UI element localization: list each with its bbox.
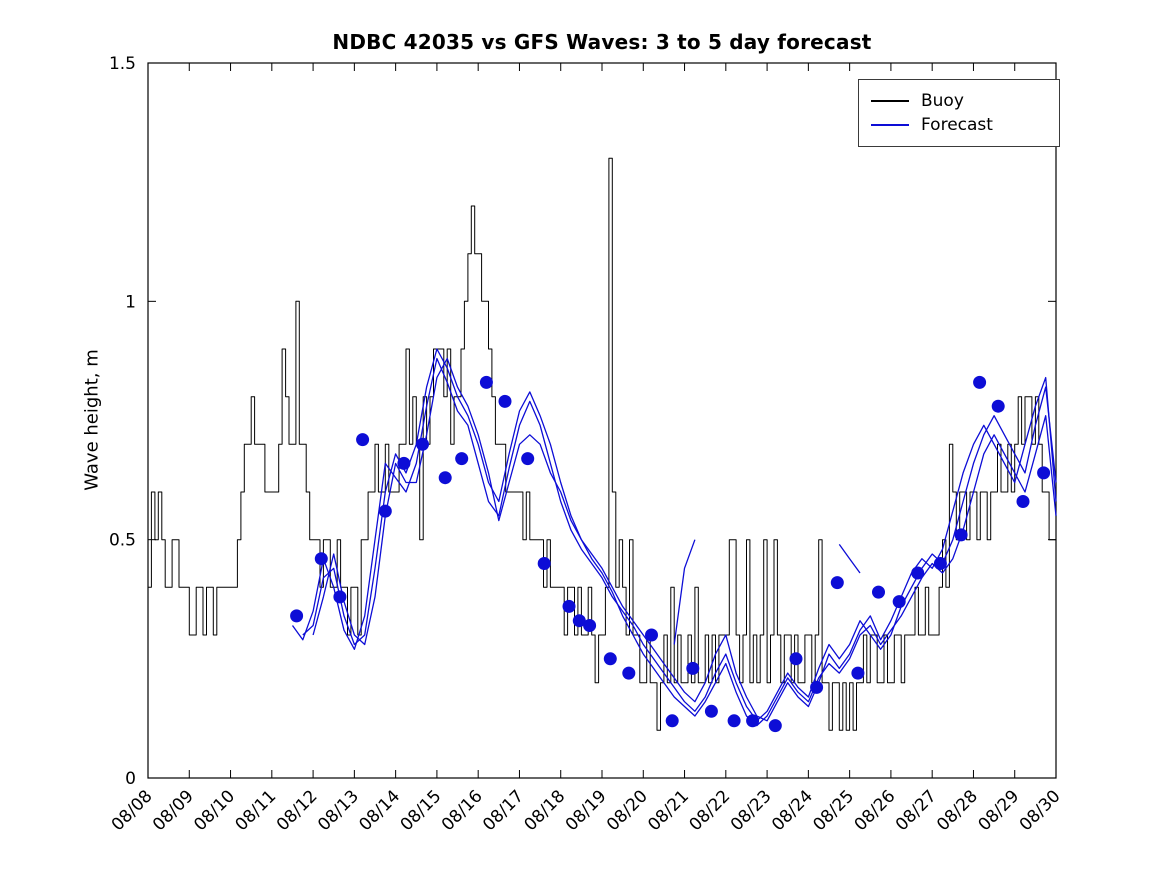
- forecast-marker: [572, 614, 586, 628]
- forecast-marker: [645, 628, 658, 642]
- legend-item-forecast: Forecast: [871, 113, 1049, 137]
- legend-label-forecast: Forecast: [921, 115, 993, 135]
- x-tick-label: 08/30: [1016, 786, 1065, 835]
- forecast-marker: [746, 714, 760, 728]
- forecast-marker: [973, 375, 987, 389]
- x-tick-label: 08/14: [355, 786, 404, 835]
- forecast-marker: [416, 437, 429, 451]
- y-tick-label: 0: [125, 769, 136, 789]
- x-tick-label: 08/24: [768, 786, 817, 835]
- x-tick-label: 08/09: [149, 786, 198, 835]
- forecast-marker: [583, 619, 597, 632]
- forecast-marker: [954, 528, 968, 542]
- x-tick-label: 08/22: [686, 786, 735, 835]
- plot-box: [147, 62, 1057, 779]
- y-tick-label: 0.5: [109, 531, 136, 551]
- series-forecast-3: [312, 357, 1057, 727]
- series-forecast-5: [838, 544, 861, 574]
- forecast-marker: [851, 666, 865, 680]
- forecast-marker: [521, 452, 535, 466]
- forecast-marker: [1037, 466, 1051, 480]
- forecast-marker: [810, 680, 824, 694]
- forecast-marker: [911, 566, 925, 580]
- forecast-marker: [498, 394, 512, 408]
- x-tick-label: 08/11: [232, 786, 281, 835]
- x-tick-label: 08/19: [562, 786, 611, 835]
- x-tick-label: 08/10: [190, 786, 239, 835]
- x-tick-label: 08/21: [644, 786, 693, 835]
- x-tick-label: 08/23: [727, 786, 776, 835]
- forecast-marker: [1016, 495, 1030, 508]
- x-tick-label: 08/25: [809, 786, 858, 835]
- x-tick-label: 08/15: [397, 786, 446, 835]
- forecast-marker: [333, 590, 347, 604]
- forecast-marker: [933, 557, 947, 570]
- forecast-marker: [892, 595, 906, 609]
- forecast-marker: [537, 557, 551, 570]
- forecast-marker: [562, 599, 576, 613]
- forecast-marker: [397, 456, 411, 470]
- forecast-marker: [603, 652, 617, 666]
- forecast-marker: [378, 504, 392, 518]
- chart-title: NDBC 42035 vs GFS Waves: 3 to 5 day fore…: [332, 30, 872, 54]
- forecast-marker: [314, 552, 328, 566]
- forecast-marker: [665, 714, 679, 728]
- x-tick-label: 08/16: [438, 786, 487, 835]
- forecast-marker: [290, 609, 304, 623]
- x-tick-label: 08/17: [479, 786, 528, 835]
- forecast-marker: [479, 375, 493, 389]
- series-forecast-4: [673, 539, 696, 645]
- buoy-line-swatch: [871, 100, 909, 102]
- series-forecast-2: [302, 348, 1057, 722]
- forecast-marker: [991, 399, 1005, 413]
- x-tick-label: 08/20: [603, 786, 652, 835]
- forecast-marker: [789, 652, 803, 666]
- forecast-marker: [356, 433, 370, 447]
- forecast-marker: [438, 471, 452, 485]
- forecast-marker: [727, 714, 741, 728]
- x-tick-label: 08/12: [273, 786, 322, 835]
- forecast-marker: [872, 585, 885, 599]
- series-buoy: [148, 157, 1056, 731]
- x-tick-label: 08/18: [520, 786, 569, 835]
- x-tick-label: 08/28: [933, 786, 982, 835]
- y-tick-label: 1.5: [109, 54, 136, 74]
- forecast-marker: [830, 576, 844, 590]
- forecast-line-swatch: [871, 124, 909, 126]
- forecast-marker: [704, 704, 718, 718]
- x-tick-label: 08/26: [851, 786, 900, 835]
- forecast-marker: [622, 666, 636, 680]
- forecast-marker: [686, 661, 700, 675]
- y-tick-label: 1: [125, 292, 136, 312]
- x-tick-label: 08/08: [108, 786, 157, 835]
- forecast-marker: [455, 452, 469, 466]
- x-tick-label: 08/27: [892, 786, 941, 835]
- legend-item-buoy: Buoy: [871, 89, 1049, 113]
- x-tick-label: 08/13: [314, 786, 363, 835]
- forecast-marker: [768, 719, 782, 733]
- x-tick-label: 08/29: [974, 786, 1023, 835]
- legend: Buoy Forecast: [858, 79, 1060, 147]
- legend-label-buoy: Buoy: [921, 91, 964, 111]
